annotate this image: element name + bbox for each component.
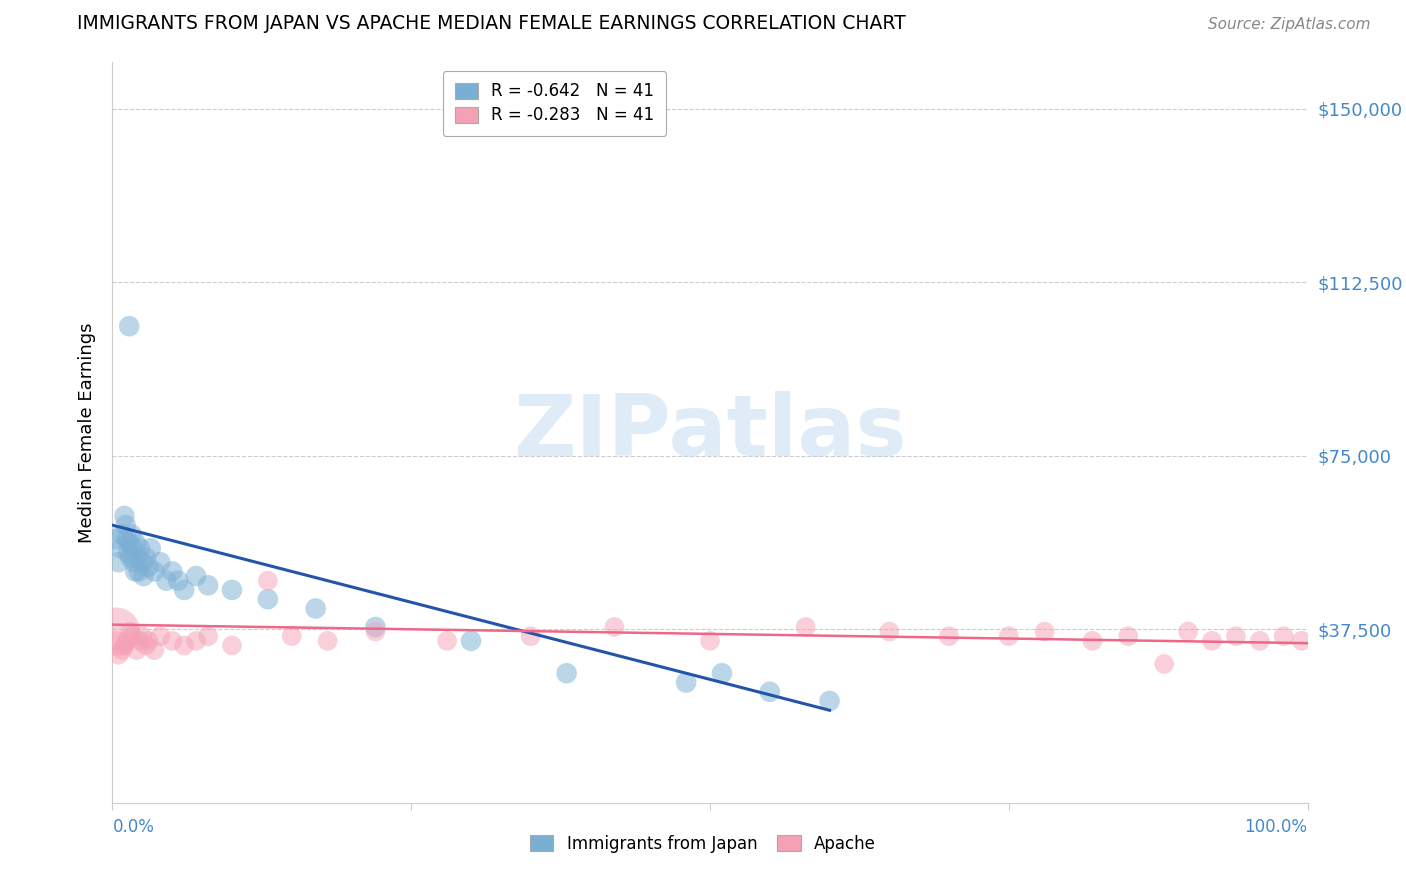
Point bbox=[555, 666, 578, 681]
Point bbox=[114, 508, 135, 523]
Point bbox=[131, 555, 153, 569]
Point bbox=[305, 601, 328, 615]
Point bbox=[879, 624, 901, 639]
Point bbox=[1249, 633, 1271, 648]
Point bbox=[105, 633, 128, 648]
Text: 0.0%: 0.0% bbox=[112, 819, 155, 837]
Text: Source: ZipAtlas.com: Source: ZipAtlas.com bbox=[1208, 17, 1371, 31]
Point bbox=[125, 536, 148, 550]
Point bbox=[110, 541, 132, 556]
Point bbox=[120, 550, 142, 565]
Point bbox=[1225, 629, 1247, 643]
Point bbox=[149, 629, 172, 643]
Text: 100.0%: 100.0% bbox=[1244, 819, 1308, 837]
Point bbox=[114, 518, 136, 533]
Point bbox=[1153, 657, 1175, 671]
Point bbox=[186, 569, 208, 583]
Point bbox=[520, 629, 543, 643]
Point bbox=[124, 565, 146, 579]
Point bbox=[221, 639, 243, 653]
Point bbox=[257, 592, 280, 607]
Point bbox=[162, 565, 183, 579]
Point bbox=[1118, 629, 1140, 643]
Point bbox=[364, 624, 387, 639]
Point bbox=[603, 620, 626, 634]
Point bbox=[121, 629, 143, 643]
Point bbox=[135, 550, 157, 565]
Point bbox=[143, 643, 166, 657]
Point bbox=[107, 648, 129, 662]
Point bbox=[281, 629, 304, 643]
Point bbox=[759, 685, 782, 699]
Point bbox=[135, 639, 157, 653]
Point bbox=[118, 536, 141, 550]
Point bbox=[138, 633, 160, 648]
Point bbox=[221, 582, 243, 597]
Point bbox=[998, 629, 1021, 643]
Point bbox=[111, 527, 134, 541]
Point bbox=[460, 633, 482, 648]
Point bbox=[162, 633, 183, 648]
Point bbox=[143, 565, 166, 579]
Point bbox=[128, 565, 150, 579]
Point bbox=[138, 559, 160, 574]
Point bbox=[105, 624, 128, 639]
Point bbox=[1081, 633, 1104, 648]
Point bbox=[125, 643, 148, 657]
Point bbox=[115, 532, 138, 546]
Point bbox=[436, 633, 458, 648]
Point bbox=[1177, 624, 1199, 639]
Point bbox=[1033, 624, 1056, 639]
Point bbox=[186, 633, 208, 648]
Point bbox=[131, 629, 153, 643]
Point bbox=[173, 639, 195, 653]
Point bbox=[115, 633, 138, 648]
Point bbox=[132, 569, 155, 583]
Point bbox=[675, 675, 697, 690]
Point bbox=[1201, 633, 1223, 648]
Point bbox=[122, 555, 145, 569]
Point bbox=[121, 541, 143, 556]
Point bbox=[139, 541, 162, 556]
Point bbox=[167, 574, 190, 588]
Point bbox=[155, 574, 177, 588]
Point bbox=[114, 639, 135, 653]
Point bbox=[794, 620, 817, 634]
Point bbox=[120, 624, 142, 639]
Point bbox=[711, 666, 734, 681]
Point bbox=[1291, 633, 1313, 648]
Point bbox=[173, 582, 195, 597]
Point bbox=[121, 527, 143, 541]
Text: IMMIGRANTS FROM JAPAN VS APACHE MEDIAN FEMALE EARNINGS CORRELATION CHART: IMMIGRANTS FROM JAPAN VS APACHE MEDIAN F… bbox=[77, 13, 905, 32]
Point bbox=[127, 550, 149, 565]
Point bbox=[117, 546, 139, 560]
Point bbox=[111, 643, 134, 657]
Legend: R = -0.642   N = 41, R = -0.283   N = 41: R = -0.642 N = 41, R = -0.283 N = 41 bbox=[443, 70, 666, 136]
Text: ZIPatlas: ZIPatlas bbox=[513, 391, 907, 475]
Point bbox=[364, 620, 387, 634]
Point bbox=[257, 574, 280, 588]
Point bbox=[129, 541, 152, 556]
Point bbox=[197, 629, 219, 643]
Y-axis label: Median Female Earnings: Median Female Earnings bbox=[77, 322, 96, 543]
Point bbox=[699, 633, 721, 648]
Point bbox=[107, 555, 129, 569]
Point bbox=[818, 694, 841, 708]
Point bbox=[1272, 629, 1295, 643]
Point bbox=[149, 555, 172, 569]
Legend: Immigrants from Japan, Apache: Immigrants from Japan, Apache bbox=[522, 827, 884, 862]
Point bbox=[938, 629, 960, 643]
Point bbox=[197, 578, 219, 592]
Point bbox=[129, 633, 152, 648]
Point bbox=[316, 633, 339, 648]
Point bbox=[118, 319, 141, 334]
Point bbox=[105, 532, 128, 546]
